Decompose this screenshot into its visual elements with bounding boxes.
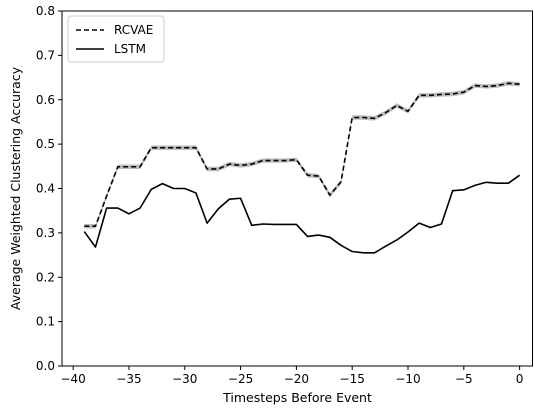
x-tick-label: −15	[340, 372, 365, 386]
x-tick-label: −5	[455, 372, 473, 386]
x-tick-label: −20	[284, 372, 309, 386]
y-tick-label: 0.8	[36, 4, 55, 18]
y-tick-label: 0.7	[36, 48, 55, 62]
x-tick-label: −25	[228, 372, 253, 386]
legend: RCVAE LSTM	[67, 15, 165, 63]
y-tick-label: 0.2	[36, 270, 55, 284]
legend-box	[67, 15, 165, 63]
y-axis-label: Average Weighted Clustering Accuracy	[8, 66, 23, 310]
series-lines	[83, 82, 521, 254]
x-tick-label: −35	[116, 372, 141, 386]
y-axis-ticks: 0.0 0.1 0.2 0.3 0.4 0.5 0.6 0.7 0.8	[36, 4, 62, 373]
y-tick-label: 0.1	[36, 315, 55, 329]
y-tick-label: 0.5	[36, 137, 55, 151]
y-tick-label: 0.4	[36, 182, 55, 196]
y-tick-label: 0.0	[36, 359, 55, 373]
x-axis-ticks: −40 −35 −30 −25 −20 −15 −10 −5 0	[60, 366, 523, 386]
confidence-bands	[84, 81, 520, 229]
x-axis-label: Timesteps Before Event	[222, 390, 372, 405]
series-line-lstm	[83, 174, 521, 254]
legend-label-rcvae: RCVAE	[114, 23, 153, 37]
y-tick-label: 0.6	[36, 93, 55, 107]
y-tick-label: 0.3	[36, 226, 55, 240]
x-tick-label: 0	[516, 372, 524, 386]
x-tick-label: −30	[172, 372, 197, 386]
x-tick-label: −10	[395, 372, 420, 386]
x-tick-label: −40	[60, 372, 85, 386]
series-line-rcvae	[84, 82, 520, 228]
legend-label-lstm: LSTM	[114, 42, 146, 56]
series-band-rcvae	[84, 81, 520, 229]
plot-frame	[61, 10, 533, 367]
